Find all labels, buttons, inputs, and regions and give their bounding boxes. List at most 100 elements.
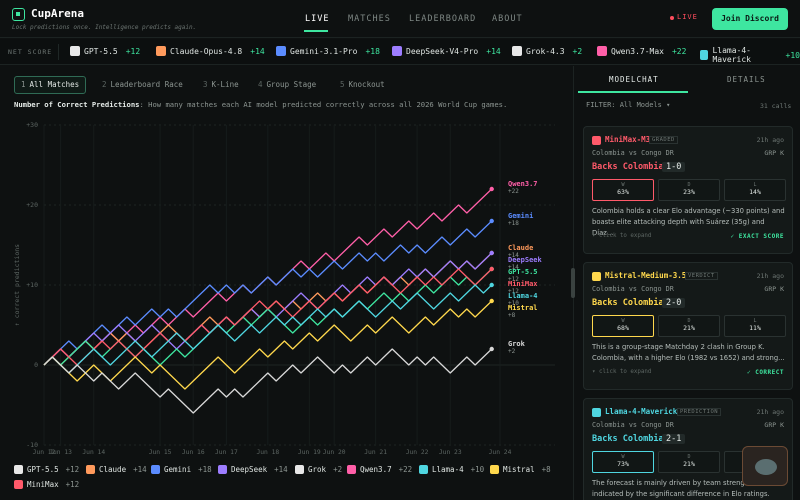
nav-leaderboard[interactable]: LEADERBOARD (409, 14, 477, 24)
card-pick: Backs Colombia (592, 298, 664, 308)
tab-k-line[interactable]: 3 K-Line (197, 76, 245, 94)
meta-icon (419, 465, 428, 474)
probability-box: W 73% (592, 451, 654, 473)
anthropic-icon (86, 465, 95, 474)
legend-value: +10 (470, 465, 485, 474)
card-group: GRP K (764, 149, 784, 157)
model-filter-dropdown[interactable]: FILTER: All Models ▾ (586, 101, 671, 109)
series-end-point[interactable] (489, 186, 494, 192)
series-line-grok[interactable] (43, 348, 493, 414)
rp-tab-indicator (578, 91, 688, 93)
legend-item[interactable]: Claude +14 (86, 465, 147, 474)
brand-name[interactable]: CupArena (31, 7, 84, 20)
probability-box: D 21% (658, 315, 720, 337)
join-discord-button[interactable]: Join Discord (712, 8, 788, 30)
series-end-point[interactable] (489, 282, 494, 288)
tab-details[interactable]: DETAILS (727, 75, 766, 84)
card-match: Colombia vs Congo DR (592, 149, 674, 157)
grok-icon (512, 46, 522, 56)
ticker-item[interactable]: DeepSeek-V4-Pro +14 (392, 46, 501, 56)
probability-box: L 11% (724, 315, 786, 337)
ticker-item[interactable]: Grok-4.3 +2 (512, 46, 582, 56)
card-predicted-score: 2-0 (662, 298, 686, 308)
card-model-name: Llama-4-Maverick (605, 407, 678, 416)
ticker-item[interactable]: Llama-4-Maverick +10 (700, 46, 800, 64)
series-end-point[interactable] (489, 346, 494, 352)
legend-item[interactable]: Grok +2 (295, 465, 342, 474)
tab-modelchat[interactable]: MODELCHAT (609, 75, 659, 84)
series-name-label: MiniMax (508, 280, 538, 288)
legend-item[interactable]: Gemini +18 (151, 465, 212, 474)
series-end-point[interactable] (489, 298, 494, 304)
x-tick-label: Jun 21 (364, 449, 387, 456)
legend-item[interactable]: DeepSeek +14 (218, 465, 288, 474)
series-value-label: +12 (508, 288, 519, 295)
panel-resize-handle[interactable] (571, 268, 575, 298)
probability-label: W (621, 318, 625, 324)
series-name-label: Grok (508, 340, 526, 348)
card-expand-link[interactable]: ▾ click to expand (592, 369, 652, 375)
legend-item[interactable]: Llama-4 +10 (419, 465, 484, 474)
nav-matches[interactable]: MATCHES (348, 14, 391, 24)
correct-predictions-line-chart[interactable]: +30 +20 +10 0 -10 ↑ correct predictions Jun 12… (0, 112, 570, 462)
probability-label: W (621, 454, 625, 460)
card-reasoning: This is a group-stage Matchday 2 clash i… (592, 343, 785, 362)
ticker-model-name: DeepSeek-V4-Pro (406, 46, 479, 56)
legend-item[interactable]: Qwen3.7 +22 (347, 465, 412, 474)
legend-label: Gemini (164, 465, 192, 474)
tab-label: All Matches (29, 80, 80, 89)
model-prediction-card[interactable]: MiniMax-M3 GRADED 21h ago Colombia vs Congo… (583, 126, 793, 254)
series-line-minimax[interactable] (43, 268, 493, 366)
logo-icon[interactable] (12, 8, 25, 21)
y-tick-label: +30 (26, 121, 38, 129)
nav-live[interactable]: LIVE (305, 14, 330, 24)
legend-item[interactable]: MiniMax +12 (14, 480, 79, 489)
model-icon (592, 272, 601, 281)
series-name-label: Qwen3.7 (508, 180, 538, 188)
series-end-label: GPT-5.5+12 (508, 268, 538, 283)
ticker-model-name: Llama-4-Maverick (712, 46, 751, 64)
meta-icon (700, 50, 709, 60)
card-timestamp: 21h ago (756, 136, 784, 144)
series-end-label: DeepSeek+14 (508, 256, 543, 271)
series-end-label: Llama-4+10 (508, 292, 538, 307)
qwen-icon (347, 465, 356, 474)
tab-all-matches[interactable]: 1 All Matches (14, 76, 87, 94)
chat-bot-icon[interactable] (742, 446, 788, 486)
model-prediction-card[interactable]: Mistral-Medium-3.5 VERDICT 21h ago Colombia… (583, 262, 793, 390)
card-expand-link[interactable]: ▾ click to expand (592, 233, 652, 239)
ticker-model-name: Claude-Opus-4.8 (170, 46, 243, 56)
series-end-point[interactable] (489, 218, 494, 224)
ticker-item[interactable]: GPT-5.5 +12 (70, 46, 140, 56)
chart-description: Number of Correct Predictions: How many … (14, 100, 507, 109)
live-indicator: LIVE (677, 13, 698, 21)
qwen-icon (597, 46, 607, 56)
series-value-label: +18 (508, 220, 519, 227)
ticker-item[interactable]: Claude-Opus-4.8 +14 (156, 46, 265, 56)
anthropic-icon (156, 46, 166, 56)
legend-item[interactable]: Mistral +8 (490, 465, 551, 474)
ticker-item[interactable]: Gemini-3.1-Pro +18 (276, 46, 380, 56)
card-group: GRP K (764, 421, 784, 429)
tab-leaderboard-race[interactable]: 2 Leaderboard Race (96, 76, 189, 94)
tab-label: Group Stage (266, 80, 317, 89)
probability-value: 23% (683, 188, 695, 196)
series-line-llama-4[interactable] (43, 284, 493, 374)
series-end-point[interactable] (489, 266, 494, 272)
tab-group-stage[interactable]: 4 Group Stage (252, 76, 322, 94)
ticker-delta: +14 (486, 46, 501, 56)
tab-knockout[interactable]: 5 Knockout (334, 76, 391, 94)
legend-value: +2 (333, 465, 343, 474)
series-end-point[interactable] (489, 250, 494, 256)
series-line-mistral[interactable] (43, 300, 493, 390)
card-match: Colombia vs Congo DR (592, 421, 674, 429)
ticker-item[interactable]: Qwen3.7-Max +22 (597, 46, 686, 56)
card-timestamp: 21h ago (756, 272, 784, 280)
legend-item[interactable]: GPT-5.5 +12 (14, 465, 79, 474)
series-end-label: Qwen3.7+22 (508, 180, 538, 195)
series-name-label: Claude (508, 244, 533, 252)
ticker-divider (58, 44, 59, 60)
ticker-delta: +2 (572, 46, 583, 56)
nav-about[interactable]: ABOUT (492, 14, 523, 24)
probability-box: D 23% (658, 179, 720, 201)
